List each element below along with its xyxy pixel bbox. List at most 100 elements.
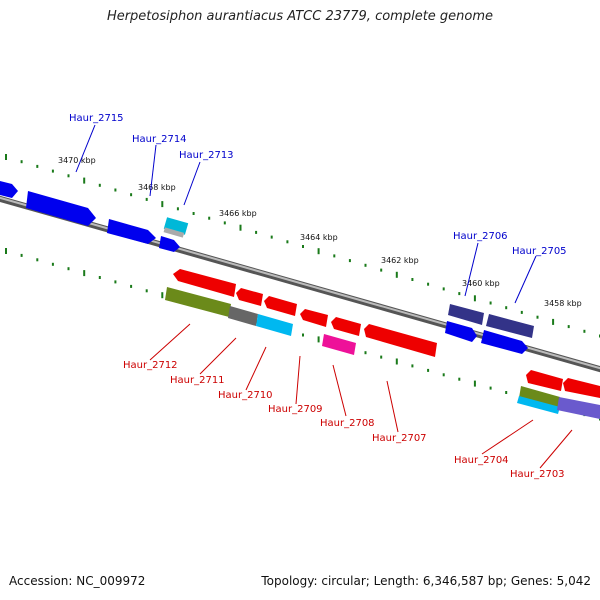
gene-arrow-reverse[interactable] [300,309,328,327]
gene-label-haur2707[interactable]: Haur_2707 [372,433,427,444]
gene-label-haur2705[interactable]: Haur_2705 [512,246,567,257]
scale-major-tick [83,177,86,184]
scale-minor-tick [36,164,39,168]
gene-arrow-reverse[interactable] [331,317,361,336]
gene-label-haur2710[interactable]: Haur_2710 [218,390,273,401]
scale-minor-tick [286,240,289,244]
scale-tick-label: 3460 kbp [462,279,500,288]
scale-minor-tick [333,254,336,258]
forward-callouts [75,124,537,304]
scale-major-tick [395,358,398,365]
scale-minor-tick [364,263,367,267]
gene-arrow-forward[interactable] [486,314,534,338]
scale-tick-label: 3466 kbp [219,209,257,218]
gene-arrow-reverse[interactable] [517,396,560,414]
gene-arrow-reverse[interactable] [264,296,297,316]
scale-minor-tick [583,329,586,333]
scale-tick-label: 3470 kbp [58,156,96,165]
scale-minor-tick [114,188,117,192]
scale-minor-tick [536,315,539,319]
scale-minor-tick [176,207,179,211]
gene-arrow-reverse[interactable] [173,269,236,297]
gene-label-haur2712[interactable]: Haur_2712 [123,360,178,371]
gene-label-haur2715[interactable]: Haur_2715 [69,113,124,124]
scale-minor-tick [489,301,492,305]
reverse-callouts [149,323,573,469]
scale-minor-tick [302,245,304,248]
scale-tick-label: 3464 kbp [300,233,338,242]
gene-arrow-reverse[interactable] [526,370,563,391]
scale-major-tick [239,224,242,231]
scale-minor-tick [208,216,211,220]
scale-minor-tick [505,306,508,310]
scale-minor-tick [145,289,148,293]
scale-minor-tick [270,235,273,239]
upper-scale-track [5,154,600,338]
gene-arrow-forward[interactable] [26,191,96,226]
scale-minor-tick [114,280,117,284]
gene-arrow-reverse[interactable] [236,288,263,306]
gene-arrow-forward[interactable] [448,304,484,325]
scale-minor-tick [302,333,304,337]
scale-minor-tick [411,364,414,368]
scale-minor-tick [364,351,367,355]
gene-label-haur2713[interactable]: Haur_2713 [179,150,234,161]
gene-label-haur2709[interactable]: Haur_2709 [268,404,323,415]
gene-arrow-forward[interactable] [481,330,528,354]
accession-text: Accession: NC_009972 [9,574,146,588]
scale-major-tick [161,201,164,208]
scale-major-tick [552,318,555,325]
scale-minor-tick [130,284,133,288]
lower-scale-track [5,248,600,421]
gene-arrow-reverse[interactable] [165,287,231,317]
scale-minor-tick [36,258,39,262]
scale-minor-tick [442,373,445,377]
gene-label-haur2703[interactable]: Haur_2703 [510,469,565,480]
scale-major-tick [317,336,320,343]
scale-minor-tick [380,355,383,359]
gene-arrow-reverse[interactable] [364,324,437,357]
scale-minor-tick [458,292,461,296]
gene-arrow-reverse[interactable] [519,386,560,409]
scale-minor-tick [427,368,430,372]
scale-minor-tick [51,169,54,173]
scale-minor-tick [20,160,23,164]
gene-label-haur2711[interactable]: Haur_2711 [170,375,225,386]
scale-minor-tick [427,282,430,286]
scale-minor-tick [489,386,492,390]
topology-summary: Topology: circular; Length: 6,346,587 bp… [261,574,591,588]
gene-arrow-forward[interactable] [0,181,18,198]
scale-major-tick [83,270,86,277]
scale-major-tick [5,154,7,160]
gene-arrow-forward[interactable] [107,219,156,244]
scale-minor-tick [567,325,570,329]
gene-arrow-reverse[interactable] [322,334,356,355]
scale-tick-label: 3458 kbp [544,299,582,308]
gene-label-haur2708[interactable]: Haur_2708 [320,418,375,429]
scale-minor-tick [380,268,383,272]
scale-minor-tick [51,262,54,266]
gene-label-haur2714[interactable]: Haur_2714 [132,134,187,145]
gene-label-haur2704[interactable]: Haur_2704 [454,455,509,466]
forward-genes [0,181,534,354]
scale-major-tick [161,292,164,299]
gene-label-haur2706[interactable]: Haur_2706 [453,231,508,242]
gene-arrow-reverse[interactable] [557,397,600,419]
gene-box-haur2713-lower[interactable] [163,227,185,238]
gene-arrow-forward[interactable] [159,236,180,252]
gene-arrow-reverse[interactable] [228,306,258,326]
scale-minor-tick [145,197,148,201]
gene-arrow-forward[interactable] [445,321,477,342]
gene-arrow-reverse[interactable] [563,378,600,398]
scale-minor-tick [442,287,445,291]
scale-tick-label: 3468 kbp [138,183,176,192]
reverse-genes [165,269,600,419]
scale-minor-tick [130,193,133,197]
scale-minor-tick [505,391,508,394]
gene-arrow-reverse[interactable] [256,314,293,336]
scale-minor-tick [98,276,101,279]
scale-minor-tick [223,221,226,225]
scale-minor-tick [67,267,70,271]
scale-major-tick [5,248,7,254]
